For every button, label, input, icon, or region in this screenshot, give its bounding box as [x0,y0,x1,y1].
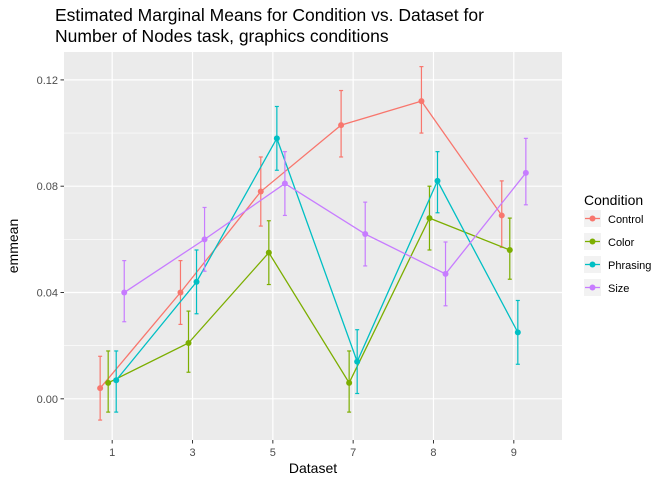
legend-label-phrasing: Phrasing [608,260,651,272]
y-tick-label: 0.12 [37,75,58,87]
data-point-color [346,379,353,386]
data-point-control [338,122,345,129]
series-line-color [107,217,511,385]
plot-panel [64,52,562,440]
legend-key-point [589,284,596,291]
series-line-phrasing [115,136,519,381]
x-tick-label: 7 [350,447,356,459]
data-point-control [418,98,425,105]
legend: Condition Control Color Phrasing Size [584,192,651,296]
data-point-size [281,180,288,187]
legend-item-phrasing: Phrasing [584,256,651,273]
y-tick-label: 0.00 [37,394,58,406]
data-point-size [121,289,128,296]
y-axis: 0.00 0.04 0.08 0.12 [37,75,64,406]
series-control [97,66,505,421]
x-tick-label: 5 [270,447,276,459]
x-tick-label: 8 [430,447,436,459]
series-color [105,185,513,413]
data-point-phrasing [354,358,361,365]
data-point-size [201,236,208,243]
legend-key-point [589,215,596,222]
data-point-color [426,215,433,222]
series-size [121,137,529,323]
data-point-phrasing [434,177,441,184]
legend-label-control: Control [608,214,643,226]
series-phrasing [113,105,521,413]
legend-label-size: Size [608,283,629,295]
y-tick-label: 0.04 [37,288,58,300]
legend-item-color: Color [584,233,635,250]
data-point-color [265,249,272,256]
legend-key-point [589,261,596,268]
data-point-color [105,379,112,386]
data-point-control [498,212,505,219]
data-point-control [257,188,264,195]
legend-label-color: Color [608,237,635,249]
legend-item-control: Control [584,210,643,227]
x-tick-label: 1 [109,447,115,459]
data-point-size [522,169,529,176]
x-tick-label: 3 [189,447,195,459]
data-point-size [362,231,369,238]
series-layer [97,66,529,421]
data-point-control [177,289,184,296]
data-point-phrasing [514,329,521,336]
y-tick-label: 0.08 [37,181,58,193]
legend-key-point [589,238,596,245]
legend-items: Control Color Phrasing Size [584,210,651,296]
x-tick-label: 9 [511,447,517,459]
data-point-phrasing [113,377,120,384]
legend-title: Condition [584,192,643,208]
series-line-control [99,100,503,389]
series-line-size [123,172,527,294]
data-point-control [97,385,104,392]
y-axis-label: emmean [5,219,21,273]
grid-major [64,52,562,440]
chart-title-line-1: Estimated Marginal Means for Condition v… [55,5,484,25]
chart-title-line-2: Number of Nodes task, graphics condition… [55,26,389,46]
data-point-color [185,340,192,346]
x-axis: 1 3 5 7 8 9 [109,440,517,459]
x-axis-label: Dataset [289,460,337,476]
data-point-phrasing [193,278,200,285]
legend-item-size: Size [584,279,629,296]
data-point-phrasing [273,135,280,142]
data-point-size [442,270,449,277]
chart-title: Estimated Marginal Means for Condition v… [55,5,484,46]
data-point-color [506,246,513,253]
